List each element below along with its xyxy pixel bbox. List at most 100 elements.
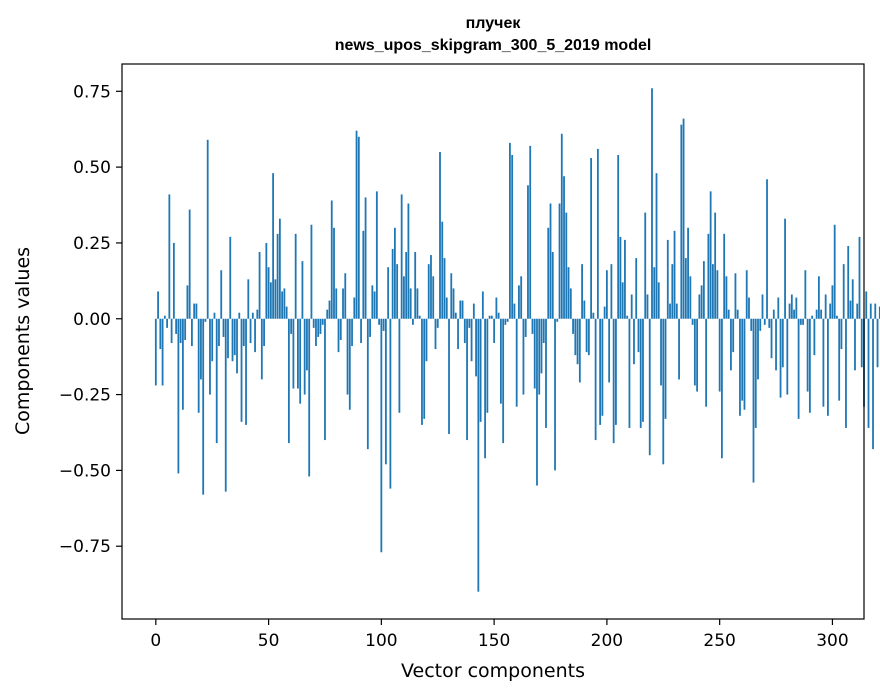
bar xyxy=(723,233,726,319)
bar xyxy=(768,318,771,328)
bar xyxy=(689,276,692,319)
bar xyxy=(337,318,340,353)
bar xyxy=(565,212,568,319)
bar xyxy=(576,318,579,365)
bar xyxy=(224,318,227,492)
bar xyxy=(696,318,698,392)
bar xyxy=(601,318,604,416)
bar xyxy=(436,318,439,328)
bar xyxy=(651,88,653,319)
bar xyxy=(691,318,694,325)
bar xyxy=(829,303,832,319)
bar xyxy=(802,318,804,325)
bar xyxy=(247,279,250,319)
bar xyxy=(177,318,180,474)
bar xyxy=(551,252,554,319)
bar xyxy=(619,236,622,319)
bar xyxy=(161,318,164,386)
bar xyxy=(603,306,606,319)
x-axis-label: Vector components xyxy=(401,660,585,682)
bar xyxy=(522,318,525,395)
bar xyxy=(470,318,473,362)
bar xyxy=(711,264,714,319)
bar xyxy=(414,252,417,319)
bar xyxy=(506,318,509,322)
bar xyxy=(675,303,678,319)
bar xyxy=(648,318,651,456)
bar xyxy=(777,297,780,319)
bar xyxy=(657,282,660,319)
bar xyxy=(662,318,665,465)
bar xyxy=(743,318,746,410)
bar xyxy=(380,318,383,553)
bar xyxy=(799,318,802,325)
bar xyxy=(159,318,162,350)
bar xyxy=(211,318,214,362)
bar xyxy=(375,191,378,319)
bar xyxy=(472,303,475,319)
bar xyxy=(256,309,259,319)
bar xyxy=(301,261,304,319)
bar xyxy=(342,288,344,319)
bar xyxy=(763,318,766,325)
bar xyxy=(292,318,295,389)
bar xyxy=(727,309,730,319)
bar xyxy=(315,318,317,347)
y-axis-ticks: −0.75 −0.50 −0.25 0.00 0.25 0.50 0.75 xyxy=(59,82,122,557)
bar xyxy=(364,197,367,319)
bar xyxy=(646,294,649,319)
bar xyxy=(811,315,814,319)
bar xyxy=(407,203,410,319)
bar xyxy=(154,318,157,386)
bar xyxy=(833,224,836,319)
bar xyxy=(655,173,658,319)
x-tick-label: 50 xyxy=(258,631,280,651)
bar xyxy=(766,179,768,319)
bar xyxy=(276,233,279,319)
bar xyxy=(303,318,306,395)
bars-group xyxy=(154,88,880,592)
bar xyxy=(529,145,532,319)
bar xyxy=(808,318,811,413)
bar xyxy=(418,315,421,319)
bar xyxy=(448,318,450,434)
bar xyxy=(666,239,669,319)
bar xyxy=(450,273,453,319)
bar xyxy=(412,318,414,325)
bar xyxy=(531,318,534,334)
bar xyxy=(461,300,464,319)
bar xyxy=(425,318,428,362)
bar xyxy=(820,309,823,319)
bar xyxy=(845,318,847,428)
bar xyxy=(272,173,274,319)
bar xyxy=(515,318,518,407)
bar xyxy=(817,276,820,319)
bar xyxy=(384,318,387,465)
bar xyxy=(357,136,360,319)
bar xyxy=(860,318,863,368)
y-tick-label: 0.25 xyxy=(73,234,111,254)
bar xyxy=(545,318,547,428)
bar xyxy=(405,252,408,319)
bar xyxy=(518,285,520,319)
bar xyxy=(560,133,563,319)
bar xyxy=(215,318,218,444)
bar xyxy=(664,318,667,419)
bar xyxy=(730,318,732,371)
bar xyxy=(687,227,689,319)
bar xyxy=(321,318,324,325)
bar xyxy=(170,318,173,344)
bar xyxy=(265,242,268,319)
bar xyxy=(770,318,773,359)
bar xyxy=(466,318,468,441)
bar xyxy=(678,318,680,380)
bar xyxy=(186,285,189,319)
bar xyxy=(168,194,171,319)
bar xyxy=(274,279,277,319)
bar xyxy=(741,318,744,401)
bar xyxy=(254,318,256,353)
bar xyxy=(714,212,717,319)
bar xyxy=(578,318,581,383)
bar xyxy=(784,218,786,319)
bar xyxy=(813,318,816,356)
